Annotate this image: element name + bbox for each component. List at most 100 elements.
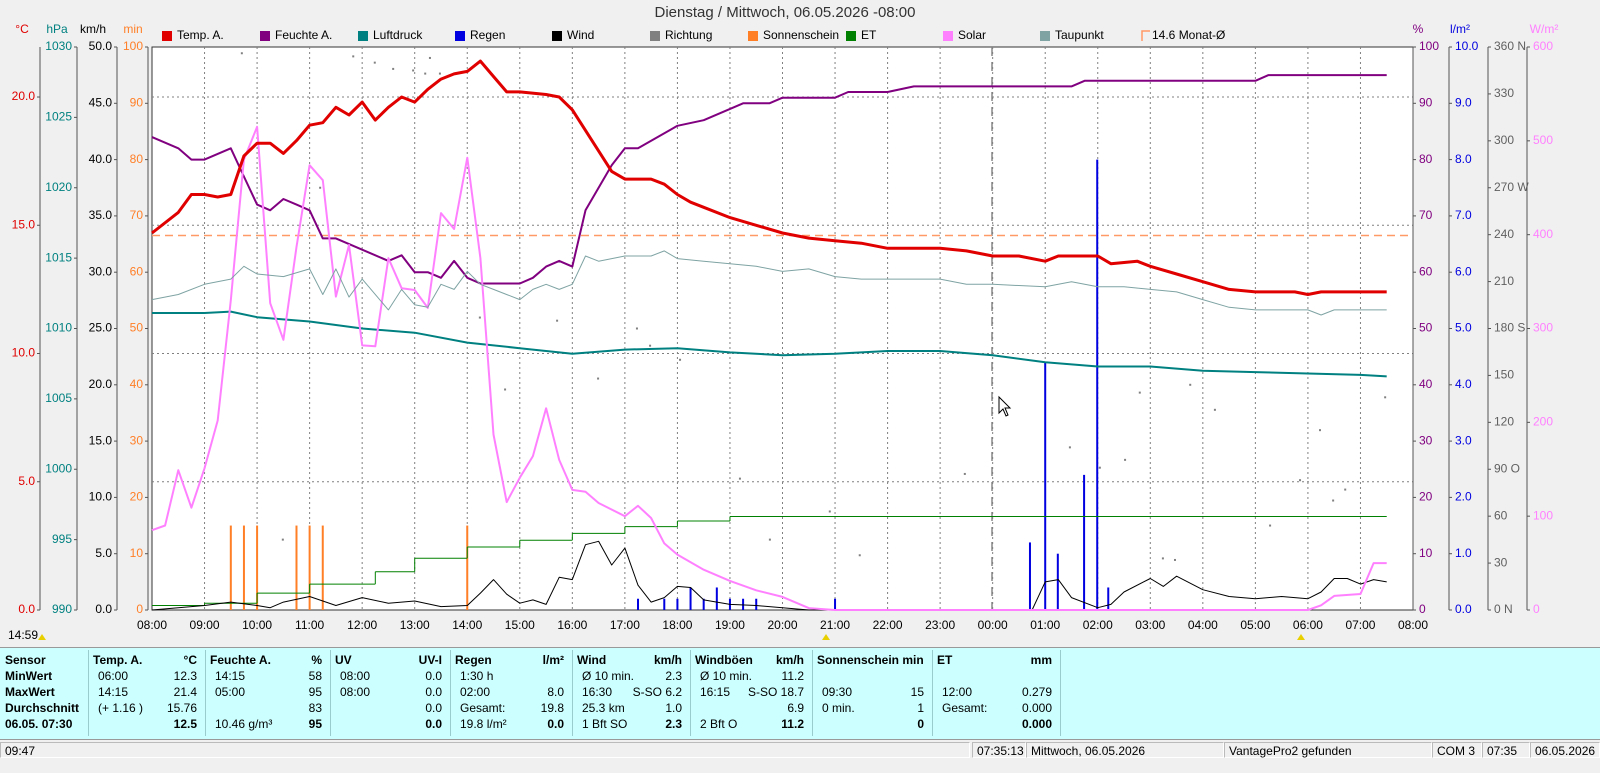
- y-tick-label: 0: [1419, 602, 1426, 616]
- x-tick-label: 11:00: [295, 618, 324, 632]
- legend-swatch: [455, 31, 465, 41]
- cell-label: 1:30 h: [460, 669, 494, 683]
- cell-value: 0.000: [1021, 717, 1052, 731]
- axis-label: km/h: [80, 22, 106, 36]
- cell-value: 58: [308, 669, 322, 683]
- y-tick-label: 20: [1419, 490, 1433, 504]
- cell-value: 95: [308, 685, 322, 699]
- bar: [295, 525, 298, 610]
- column-separator: [88, 650, 89, 736]
- column-unit: UV-I: [418, 653, 442, 667]
- y-tick-label: 20: [130, 490, 144, 504]
- y-tick-label: 25.0: [89, 321, 113, 335]
- point: [679, 358, 682, 361]
- point: [319, 186, 322, 189]
- x-tick-label: 08:00: [137, 618, 167, 632]
- column-separator: [1060, 650, 1061, 736]
- point: [504, 388, 507, 391]
- x-tick-label: 14:00: [452, 618, 482, 632]
- y-tick-label: 3.0: [1455, 433, 1472, 447]
- y-tick-label: 100: [1533, 508, 1553, 522]
- column-separator: [812, 650, 813, 736]
- column-unit: %: [311, 653, 322, 667]
- y-tick-label: 20.0: [89, 377, 113, 391]
- cell-value: 0: [917, 717, 924, 731]
- axis-label: °C: [15, 22, 29, 36]
- point: [828, 510, 831, 513]
- y-tick-label: 360 N: [1494, 39, 1526, 53]
- legend-swatch: [943, 31, 953, 41]
- y-tick-label: 10.0: [12, 346, 36, 360]
- status-segment: Mittwoch, 06.05.2026: [1026, 742, 1224, 758]
- y-tick-label: 300: [1494, 133, 1514, 147]
- point: [1332, 499, 1335, 502]
- y-tick-label: 90: [130, 95, 144, 109]
- cell-value: 21.4: [173, 685, 197, 699]
- y-tick-label: 600: [1533, 39, 1553, 53]
- mouse-cursor: [998, 395, 1012, 417]
- y-tick-label: 0: [136, 602, 143, 616]
- x-tick-label: 20:00: [767, 618, 797, 632]
- legend-label: Richtung: [665, 28, 712, 42]
- status-segment: VantagePro2 gefunden: [1224, 742, 1432, 758]
- y-tick-label: 7.0: [1455, 208, 1472, 222]
- cell-label: 16:15: [700, 685, 731, 699]
- bar: [637, 598, 640, 610]
- point: [1189, 383, 1192, 386]
- row-label: 06.05. 07:30: [5, 717, 73, 731]
- legend-label: 14.6 Monat-Ø: [1152, 28, 1225, 42]
- bar: [308, 525, 311, 610]
- y-tick-label: 30: [130, 433, 144, 447]
- row-label: MinWert: [5, 669, 53, 683]
- x-tick-label: 16:00: [557, 618, 587, 632]
- y-tick-label: 0 N: [1494, 602, 1513, 616]
- cell-value: 1.0: [665, 701, 682, 715]
- point: [1344, 488, 1347, 491]
- column-unit: l/m²: [542, 653, 564, 667]
- point: [1269, 524, 1272, 527]
- y-tick-label: 2.0: [1455, 490, 1472, 504]
- y-tick-label: 990: [52, 602, 72, 616]
- y-tick-label: 1005: [45, 391, 72, 405]
- column-unit: km/h: [653, 653, 682, 667]
- point: [1213, 408, 1216, 411]
- y-tick-label: 4.0: [1455, 377, 1472, 391]
- cell-label: 08:00: [340, 669, 371, 683]
- bar: [229, 525, 232, 610]
- y-tick-label: 1020: [45, 180, 72, 194]
- point: [373, 61, 376, 64]
- legend-swatch: [650, 31, 660, 41]
- cell-value: 0.000: [1021, 701, 1052, 715]
- x-tick-label: 02:00: [1083, 618, 1113, 632]
- x-tick-label: 04:00: [1188, 618, 1218, 632]
- y-tick-label: 6.0: [1455, 264, 1472, 278]
- point: [649, 344, 652, 347]
- point: [281, 538, 284, 541]
- x-tick-label: 21:00: [820, 618, 850, 632]
- legend-swatch: [1040, 31, 1050, 41]
- cell-value: S-SO 18.7: [747, 685, 804, 699]
- x-tick-label: 12:00: [347, 618, 377, 632]
- cell-value: 6.9: [787, 701, 804, 715]
- status-segment: 07:35: [1482, 742, 1530, 758]
- cell-label: 05:00: [215, 685, 246, 699]
- y-tick-label: 8.0: [1455, 152, 1472, 166]
- y-tick-label: 45.0: [89, 95, 113, 109]
- cell-label: 06:00: [98, 669, 129, 683]
- y-tick-label: 5.0: [95, 546, 112, 560]
- cell-label: Ø 10 min.: [700, 669, 753, 683]
- chart: Dienstag / Mittwoch, 06.05.2026 -08:00 1…: [8, 3, 1559, 643]
- x-tick-label: 08:00: [1398, 618, 1428, 632]
- cell-label: Ø 10 min.: [582, 669, 635, 683]
- y-tick-label: 995: [52, 532, 72, 546]
- cell-label: 09:30: [822, 685, 853, 699]
- cell-value: 1: [917, 701, 924, 715]
- y-tick-label: 5.0: [1455, 321, 1472, 335]
- y-tick-label: 15.0: [12, 217, 36, 231]
- y-tick-label: 50: [130, 321, 144, 335]
- cell-label: 08:00: [340, 685, 371, 699]
- x-tick-label: 13:00: [400, 618, 430, 632]
- cell-value: 0.0: [425, 717, 442, 731]
- cell-value: 0.0: [425, 685, 442, 699]
- bar: [466, 525, 469, 610]
